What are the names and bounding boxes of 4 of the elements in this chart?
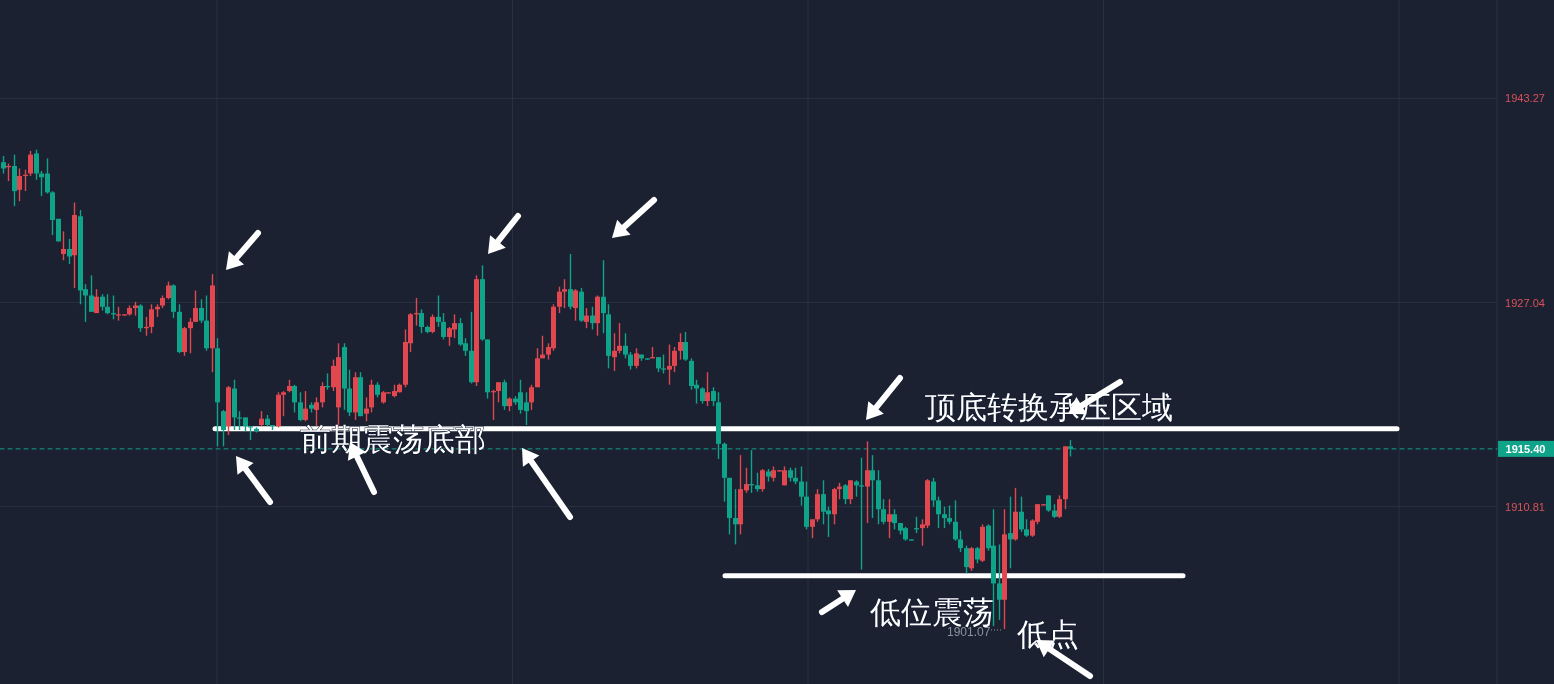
y-tick-label: 1927.04 <box>1505 296 1545 309</box>
ref-line-label: 1915.40 <box>1505 442 1546 455</box>
y-tick-label: 1910.81 <box>1505 500 1545 513</box>
y-tick-label: 1943.27 <box>1505 92 1545 105</box>
